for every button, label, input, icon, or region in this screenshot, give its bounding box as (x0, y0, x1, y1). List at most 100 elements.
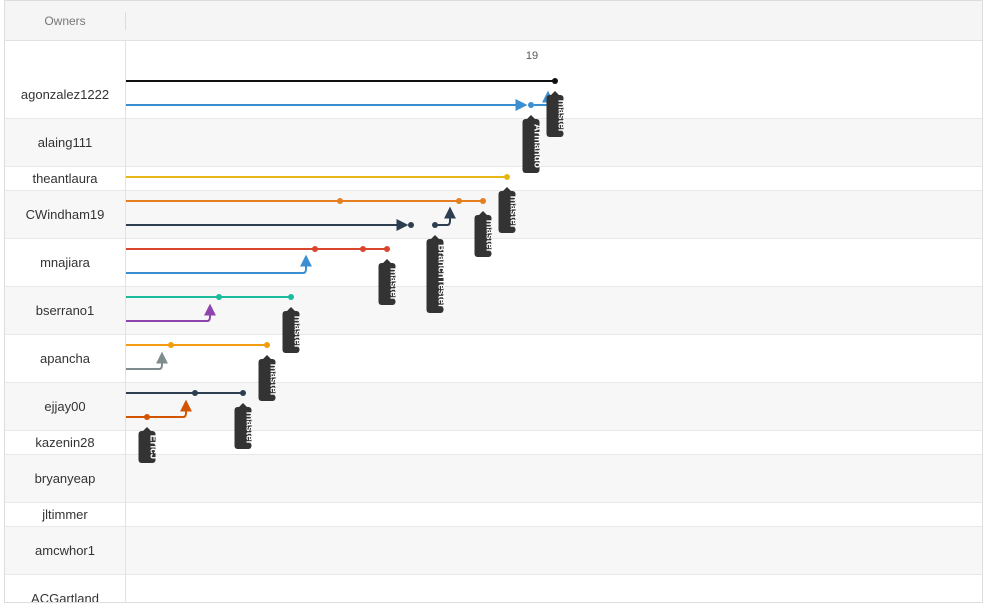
branch-tag-pointer (551, 91, 559, 95)
owner-row: agonzalez1222 (5, 41, 982, 119)
owner-name[interactable]: jltimmer (42, 507, 88, 522)
branch-line (126, 399, 192, 418)
branch-tag-background (282, 311, 300, 353)
branch-tag-label: master (268, 364, 279, 397)
branch-tag[interactable]: master (498, 187, 519, 233)
branch-tag-pointer (527, 115, 535, 119)
owners-column-title: Owners (44, 14, 86, 28)
owner-name[interactable]: mnajiara (40, 255, 90, 270)
branch-tags[interactable]: master Armando master master BranchTester mas… (138, 91, 567, 463)
commit-dot[interactable] (240, 390, 246, 396)
commit-dot[interactable] (456, 198, 462, 204)
owner-row: alaing111 (5, 119, 982, 167)
owner-row: CWindham19 (5, 191, 982, 239)
owner-row: kazenin28 (5, 431, 982, 455)
owner-row: ACGartland (5, 575, 982, 603)
commit-dot[interactable] (216, 294, 222, 300)
branch-lines (126, 80, 555, 418)
branch-tag[interactable]: EricJ (138, 427, 159, 463)
owner-name[interactable]: ACGartland (31, 591, 99, 603)
branch-tag-label: master (244, 412, 255, 445)
branch-tag-background (138, 431, 156, 463)
branch-line (126, 254, 312, 274)
commit-dots[interactable] (144, 78, 558, 420)
owner-row: amcwhor1 (5, 527, 982, 575)
branch-tag-pointer (479, 211, 487, 215)
commit-dot[interactable] (192, 390, 198, 396)
branch-tag[interactable]: master (378, 259, 399, 305)
branch-tag[interactable]: BranchTester (426, 235, 447, 313)
branch-line (435, 206, 456, 226)
commit-dot[interactable] (528, 102, 534, 108)
network-graph[interactable]: 19 master Armando master master BranchTester… (5, 1, 983, 603)
owner-column-divider (125, 41, 126, 602)
date-axis-label: 19 (526, 50, 538, 62)
commit-dot[interactable] (337, 198, 343, 204)
branch-tag-pointer (431, 235, 439, 239)
branch-tag-label: master (388, 268, 399, 301)
commit-dot[interactable] (432, 222, 438, 228)
branch-tag[interactable]: master (258, 355, 279, 401)
owner-name[interactable]: CWindham19 (25, 207, 105, 222)
commit-dot[interactable] (312, 246, 318, 252)
commit-dot[interactable] (408, 222, 414, 228)
commit-dot[interactable] (168, 342, 174, 348)
owner-row: mnajiara (5, 239, 982, 287)
branch-tag-background (474, 215, 492, 257)
branch-tag[interactable]: master (474, 211, 495, 257)
commit-dot[interactable] (552, 78, 558, 84)
branch-tag-label: Armando (532, 124, 543, 168)
branch-tag-background (426, 239, 444, 313)
branch-tag-background (234, 407, 252, 449)
branch-tag-label: EricJ (148, 435, 159, 459)
branch-tag-background (546, 95, 564, 137)
branch-line (534, 90, 554, 106)
header-divider (125, 12, 126, 30)
graph-header: Owners (5, 1, 982, 41)
owner-name[interactable]: alaing111 (37, 135, 93, 150)
owner-name[interactable]: amcwhor1 (35, 543, 95, 558)
branch-line (126, 351, 168, 370)
branch-tag-pointer (239, 403, 247, 407)
commit-dot[interactable] (288, 294, 294, 300)
commit-dot[interactable] (144, 414, 150, 420)
owner-row: jltimmer (5, 503, 982, 527)
branch-line (126, 303, 216, 322)
branch-tag-pointer (503, 187, 511, 191)
owner-name[interactable]: bryanyeap (34, 471, 96, 486)
branch-tag-pointer (143, 427, 151, 431)
branch-tag[interactable]: Armando (522, 115, 543, 173)
branch-tag-label: BranchTester (436, 244, 447, 308)
branch-tag-label: master (508, 196, 519, 229)
commit-dot[interactable] (504, 174, 510, 180)
owner-name[interactable]: bserrano1 (35, 303, 95, 318)
branch-tag[interactable]: master (546, 91, 567, 137)
commit-dot[interactable] (264, 342, 270, 348)
branch-tag-label: master (484, 220, 495, 253)
branch-tag[interactable]: master (282, 307, 303, 353)
owner-name[interactable]: agonzalez1222 (20, 87, 110, 102)
owner-row: apancha (5, 335, 982, 383)
branch-tag-label: master (292, 316, 303, 349)
branch-tag-background (498, 191, 516, 233)
branch-tag-pointer (383, 259, 391, 263)
owner-row: bserrano1 (5, 287, 982, 335)
commit-dot[interactable] (384, 246, 390, 252)
branch-tag-pointer (287, 307, 295, 311)
owner-name[interactable]: theantlaura (32, 171, 98, 186)
owner-row: ejjay00 (5, 383, 982, 431)
owner-row: bryanyeap (5, 455, 982, 503)
commit-dot[interactable] (360, 246, 366, 252)
branch-tag[interactable]: master (234, 403, 255, 449)
branch-tag-pointer (263, 355, 271, 359)
branch-tag-label: master (556, 100, 567, 133)
network-graph-panel: Owners agonzalez1222 alaing111 theantlaura… (4, 0, 983, 603)
branch-tag-background (522, 119, 540, 173)
owner-name[interactable]: kazenin28 (35, 435, 95, 450)
branch-tag-background (258, 359, 276, 401)
branch-tag-background (378, 263, 396, 305)
commit-dot[interactable] (480, 198, 486, 204)
owner-name[interactable]: apancha (40, 351, 90, 366)
owner-name[interactable]: ejjay00 (44, 399, 86, 414)
owner-row: theantlaura (5, 167, 982, 191)
